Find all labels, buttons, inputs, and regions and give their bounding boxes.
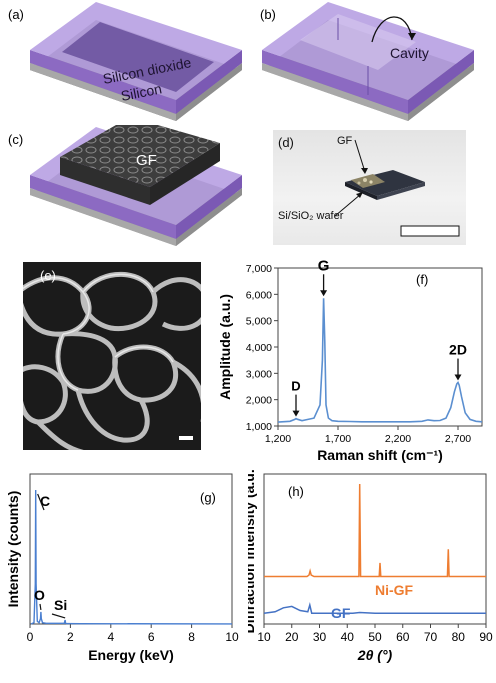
sem-scale-bar: [179, 436, 193, 440]
x-axis-label: Raman shift (cm⁻¹): [317, 447, 443, 463]
panel-f-raman-chart: 1,000 2,000 3,000 4,000 5,000 6,000 7,000 1,200…: [217, 258, 483, 463]
eds-arrow: [37, 493, 45, 511]
x-tick-label: 8: [188, 630, 195, 644]
raman-peak-label: D: [291, 379, 300, 394]
panel-d-photo: [273, 130, 466, 245]
y-tick-label: 7,000: [246, 263, 272, 275]
x-tick-label: 0: [27, 630, 34, 644]
panel-h-xrd-chart: 10 20 30 40 50 60 70 80 90 Ni-GF GF (h) 2θ (°) Diffra…: [248, 470, 493, 663]
x-tick-label: 6: [148, 630, 155, 644]
y-tick-label: 6,000: [246, 289, 272, 301]
panel-c-label: (c): [8, 132, 23, 147]
y-tick-label: 5,000: [246, 316, 272, 328]
y-tick-label: 1,000: [246, 421, 272, 433]
x-tick-label: 30: [313, 630, 327, 644]
eds-series-line: [30, 489, 233, 625]
eds-peak-label: C: [40, 493, 50, 509]
panel-c-schematic: (c) GF: [8, 125, 242, 246]
xrd-series-label: Ni-GF: [375, 582, 414, 598]
raman-arrow-G-head: [320, 290, 328, 297]
xrd-series-line-1: [263, 602, 486, 614]
x-axis-label: 2θ (°): [357, 647, 393, 663]
x-tick-label: 2,700: [445, 433, 471, 445]
gf-photo-annotation: GF: [337, 135, 353, 147]
y-tick-label: 3,000: [246, 368, 272, 380]
x-tick-label: 40: [341, 630, 355, 644]
gf-text: GF: [136, 152, 157, 169]
raman-peak-label: 2D: [449, 342, 467, 358]
y-axis-label: Amplitude (a.u.): [217, 294, 233, 400]
eds-arrow: [51, 613, 66, 619]
panel-a-label: (a): [8, 7, 24, 22]
x-axis-label: Energy (keV): [88, 647, 174, 663]
cavity-text: Cavity: [390, 45, 429, 61]
xrd-series-line-0: [264, 483, 486, 578]
silicon-dioxide-layer: [30, 2, 242, 114]
cavity-region: [300, 14, 416, 70]
x-tick-label: 70: [424, 630, 438, 644]
raman-arrow-D-head: [292, 410, 300, 417]
panel-g-label: (g): [200, 490, 216, 505]
eds-peak-label: O: [34, 587, 45, 603]
eds-arrow: [39, 603, 42, 611]
x-tick-label: 20: [285, 630, 299, 644]
eds-peak-label: Si: [54, 597, 67, 613]
y-axis-label: Intensity (counts): [5, 491, 21, 608]
y-axis-label: Diffraction intensity (a.u.): [248, 470, 257, 633]
graphene-foam-block: [60, 125, 220, 205]
raman-peak-label: G: [318, 258, 330, 274]
y-tick-label: 4,000: [246, 342, 272, 354]
panel-g-eds-chart: 0 2 4 6 8 10 C O Si (g) Energy (keV) Intensity (cou…: [5, 473, 239, 663]
x-tick-label: 60: [396, 630, 410, 644]
x-tick-label: 1,200: [265, 433, 291, 445]
panel-b-label: (b): [260, 7, 276, 22]
x-tick-label: 2: [67, 630, 74, 644]
x-tick-label: 4: [107, 630, 114, 644]
x-tick-label: 1,700: [325, 433, 351, 445]
sem-foam-network: [23, 271, 201, 450]
panel-d-label: (d): [278, 135, 294, 150]
x-tick-label: 50: [368, 630, 382, 644]
scale-bar: [400, 225, 460, 237]
y-tick-label: 2,000: [246, 395, 272, 407]
panel-h-label: (h): [288, 484, 304, 499]
x-tick-label: 80: [452, 630, 466, 644]
x-tick-label: 90: [479, 630, 493, 644]
raman-arrow-2D-head: [454, 374, 462, 381]
wafer-photo-annotation: Si/SiO₂ wafer: [278, 210, 344, 222]
wafer-photo-drawing: [334, 139, 460, 237]
raman-series-line: [277, 298, 483, 423]
panel-e-sem-image: [23, 262, 201, 450]
xrd-series-label: GF: [331, 605, 351, 621]
panel-b-schematic: (b) Cavity: [260, 2, 474, 121]
silicon-text: Silicon: [120, 80, 164, 104]
x-tick-label: 2,200: [385, 433, 411, 445]
x-tick-label: 10: [257, 630, 271, 644]
panel-a-schematic: (a) Silicon dioxide Silicon: [8, 2, 242, 121]
panel-e-label: (e): [40, 268, 56, 283]
panel-f-label: (f): [416, 272, 428, 287]
x-tick-label: 10: [225, 630, 239, 644]
